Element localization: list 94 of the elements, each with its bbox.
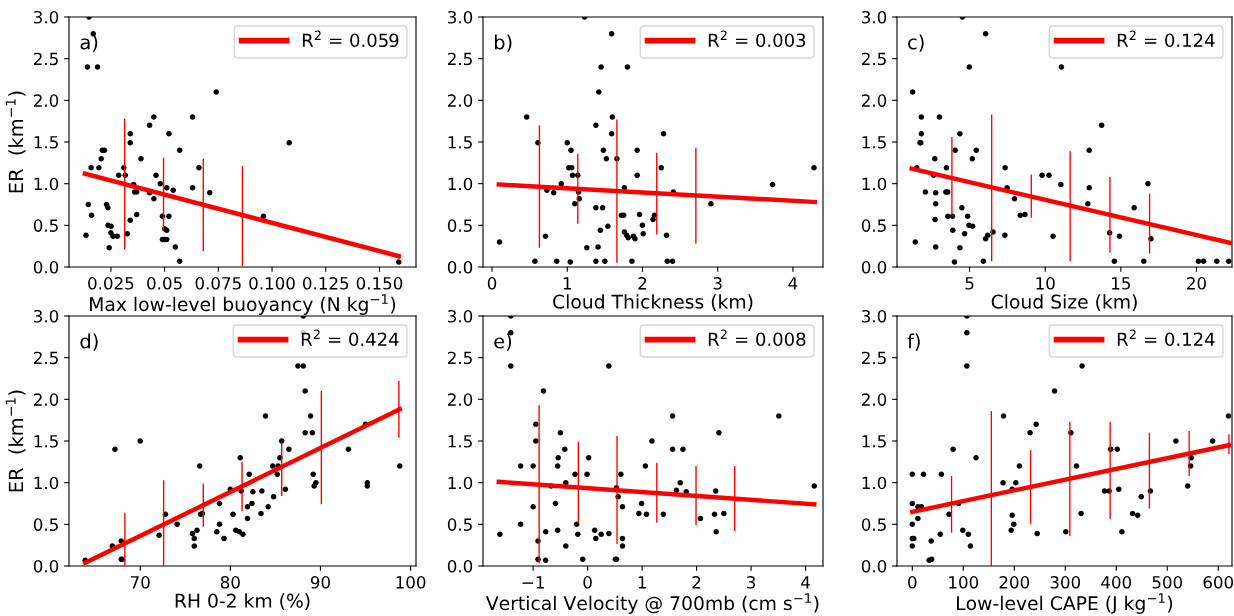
x-axis-title: RH 0-2 km (%) xyxy=(175,593,310,610)
y-tick-label: 0.0 xyxy=(447,260,473,274)
x-tick-label: 2 xyxy=(638,277,647,290)
y-tick-label: 2.0 xyxy=(33,393,59,406)
annotation: d) xyxy=(80,333,98,351)
x-axis-title: Cloud Thickness (km) xyxy=(553,294,753,311)
y-tick-label: 1.5 xyxy=(34,136,58,149)
legend-label: R$^{2}$ = 0.008 xyxy=(708,329,806,347)
y-tick-label: 1.5 xyxy=(862,435,886,448)
legend-label: R$^{2}$ = 0.124 xyxy=(1117,30,1215,48)
x-tick-label: 0.025 xyxy=(88,277,134,290)
x-tick-label: 0.075 xyxy=(195,277,241,290)
y-tick-label: 3.0 xyxy=(448,309,473,323)
annotation: f) xyxy=(907,333,920,351)
y-tick-label: 0.5 xyxy=(861,219,886,232)
x-axis-title: Vertical Velocity @ 700mb (cm s$^{−1}$) xyxy=(485,593,819,614)
y-tick-label: 1.0 xyxy=(448,476,473,490)
x-tick-label: 100 xyxy=(396,576,426,589)
y-tick-label: 1.0 xyxy=(862,177,887,191)
y-tick-label: 0.5 xyxy=(861,518,886,531)
y-tick-label: 2.0 xyxy=(33,94,59,107)
y-tick-label: 2.0 xyxy=(861,94,887,107)
y-tick-label: 2.5 xyxy=(447,351,472,365)
annotation: a) xyxy=(80,34,98,52)
x-tick-label: 0 xyxy=(487,277,497,290)
x-tick-label: 200 xyxy=(999,576,1030,589)
y-tick-label: 1.0 xyxy=(34,476,59,490)
x-tick-label: −1 xyxy=(522,576,544,589)
x-tick-label: 1 xyxy=(638,576,646,589)
y-tick-label: 3.0 xyxy=(862,309,887,323)
y-tick-label: 0.5 xyxy=(33,219,58,232)
y-tick-label: 3.0 xyxy=(862,10,887,24)
legend-label: R$^{2}$ = 0.003 xyxy=(708,30,806,48)
x-tick-label: 0.150 xyxy=(356,277,403,290)
x-tick-label: 70 xyxy=(130,576,150,589)
x-tick-label: 4 xyxy=(788,277,798,290)
y-tick-label: 2.5 xyxy=(447,52,472,66)
y-tick-label: 1.0 xyxy=(34,177,59,191)
y-tick-label: 2.0 xyxy=(447,393,473,406)
x-tick-label: 90 xyxy=(310,576,330,589)
y-axis-title: ER (km$^{−1}$) xyxy=(5,91,26,193)
y-tick-label: 0.0 xyxy=(33,559,59,573)
x-tick-label: 80 xyxy=(220,576,240,589)
x-tick-label: 3 xyxy=(747,576,756,589)
x-tick-label: 10 xyxy=(1036,277,1055,290)
y-tick-label: 0.5 xyxy=(33,518,58,531)
x-tick-label: 0.125 xyxy=(303,277,349,290)
y-tick-label: 0.0 xyxy=(861,260,887,274)
y-tick-label: 1.5 xyxy=(448,136,472,149)
y-axis-title: ER (km$^{−1}$) xyxy=(5,390,26,492)
x-tick-label: 400 xyxy=(1101,576,1132,589)
x-tick-label: 100 xyxy=(949,576,979,589)
annotation: e) xyxy=(494,333,512,351)
x-tick-label: 300 xyxy=(1050,576,1081,589)
x-tick-label: 1 xyxy=(563,277,572,290)
legend-label: R$^{2}$ = 0.424 xyxy=(301,329,399,347)
y-tick-label: 1.5 xyxy=(862,136,886,149)
y-tick-label: 1.0 xyxy=(862,476,887,490)
x-tick-label: 0.100 xyxy=(249,277,295,290)
y-tick-label: 0.5 xyxy=(447,219,472,232)
y-tick-label: 2.0 xyxy=(861,393,887,406)
y-tick-label: 1.5 xyxy=(448,435,472,448)
y-tick-label: 2.5 xyxy=(33,52,58,66)
x-axis-title: Cloud Size (km) xyxy=(991,294,1137,311)
y-tick-label: 0.0 xyxy=(33,260,59,274)
x-tick-label: 15 xyxy=(1112,277,1130,290)
x-tick-label: 3 xyxy=(713,277,722,290)
y-tick-label: 0.0 xyxy=(861,559,887,573)
y-tick-label: 2.5 xyxy=(33,351,58,365)
y-tick-label: 3.0 xyxy=(34,309,59,323)
y-tick-label: 2.5 xyxy=(861,52,886,66)
y-tick-label: 1.0 xyxy=(448,177,473,191)
y-tick-label: 0.5 xyxy=(447,518,472,531)
x-tick-label: 5 xyxy=(965,277,974,290)
x-tick-label: 20 xyxy=(1187,277,1206,290)
annotation: c) xyxy=(908,34,924,52)
y-tick-label: 2.0 xyxy=(447,94,473,107)
x-tick-label: 500 xyxy=(1152,576,1183,589)
x-axis-title: Max low-level buoyancy (N kg$^{−1}$) xyxy=(90,294,396,315)
legend-label: R$^{2}$ = 0.124 xyxy=(1117,329,1215,347)
annotation: b) xyxy=(494,34,512,52)
y-tick-label: 3.0 xyxy=(34,10,59,24)
y-tick-label: 3.0 xyxy=(448,10,473,24)
x-tick-label: 0.05 xyxy=(147,277,182,290)
y-tick-label: 0.0 xyxy=(447,559,473,573)
x-tick-label: 0 xyxy=(908,576,917,589)
x-tick-label: 4 xyxy=(801,576,810,589)
x-tick-label: 600 xyxy=(1203,576,1234,589)
y-tick-label: 1.5 xyxy=(34,435,58,448)
y-tick-label: 2.5 xyxy=(861,351,886,365)
x-axis-title: Low-level CAPE (J kg$^{−1}$) xyxy=(957,593,1173,614)
x-tick-label: 2 xyxy=(692,576,701,589)
x-tick-label: 0 xyxy=(583,576,592,589)
legend-label: R$^{2}$ = 0.059 xyxy=(302,30,399,48)
